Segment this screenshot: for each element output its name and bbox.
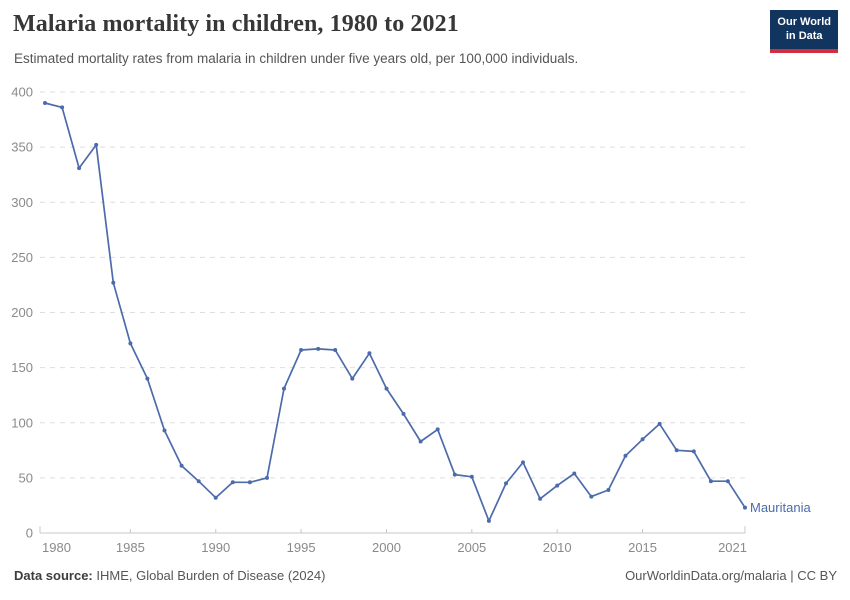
data-point[interactable] — [657, 421, 662, 426]
y-tick-label: 150 — [11, 360, 33, 375]
data-point[interactable] — [418, 439, 423, 444]
data-point[interactable] — [384, 386, 389, 391]
y-tick-label: 0 — [26, 526, 33, 541]
data-point[interactable] — [145, 376, 150, 381]
data-point[interactable] — [555, 483, 560, 488]
data-point[interactable] — [60, 105, 65, 110]
page-subtitle: Estimated mortality rates from malaria i… — [14, 51, 579, 66]
series-mauritania[interactable] — [43, 101, 747, 523]
x-tick-label: 2015 — [628, 540, 657, 555]
data-point[interactable] — [691, 449, 696, 454]
y-grid: 0 50 100 150 200 250 300 350 400 — [11, 85, 745, 541]
data-point[interactable] — [401, 411, 406, 416]
data-point[interactable] — [589, 494, 594, 499]
data-source-note: Data source: IHME, Global Burden of Dise… — [14, 568, 325, 583]
data-point[interactable] — [708, 479, 713, 484]
owid-logo-line1: Our World — [777, 16, 831, 28]
data-point[interactable] — [538, 496, 543, 501]
attribution-link[interactable]: OurWorldinData.org/malaria | CC BY — [625, 568, 837, 583]
data-point[interactable] — [282, 386, 286, 391]
data-point[interactable] — [606, 488, 611, 492]
data-point[interactable] — [367, 351, 372, 356]
data-point[interactable] — [725, 479, 730, 484]
y-tick-label: 350 — [11, 140, 33, 155]
data-point[interactable] — [179, 463, 184, 468]
data-point[interactable] — [43, 101, 47, 105]
data-point[interactable] — [196, 479, 201, 484]
y-tick-label: 300 — [11, 195, 33, 210]
data-point[interactable] — [247, 480, 252, 485]
y-tick-label: 250 — [11, 250, 33, 265]
data-point[interactable] — [350, 376, 355, 381]
data-point[interactable] — [316, 346, 321, 351]
data-point[interactable] — [504, 481, 508, 486]
owid-logo: Our World in Data — [770, 10, 838, 53]
data-point[interactable] — [333, 348, 338, 352]
x-tick-label: 1980 — [42, 540, 71, 555]
data-point[interactable] — [469, 474, 474, 479]
series-label-mauritania[interactable]: Mauritania — [750, 499, 811, 515]
data-point[interactable] — [77, 166, 82, 171]
data-point[interactable] — [452, 472, 457, 477]
data-source-label: Data source: — [14, 568, 93, 583]
data-point[interactable] — [521, 460, 525, 465]
x-tick-label: 2000 — [372, 540, 401, 555]
x-tick-label: 2010 — [543, 540, 572, 555]
y-tick-label: 50 — [19, 470, 33, 485]
y-tick-label: 200 — [11, 305, 33, 320]
y-tick-label: 100 — [11, 415, 33, 430]
data-source-text: IHME, Global Burden of Disease (2024) — [92, 568, 326, 583]
data-point[interactable] — [435, 427, 440, 432]
data-point[interactable] — [128, 341, 133, 346]
data-point[interactable] — [299, 348, 304, 352]
x-tick-label: 1985 — [116, 540, 145, 555]
data-point[interactable] — [213, 495, 218, 500]
data-point[interactable] — [94, 142, 99, 147]
data-point[interactable] — [486, 518, 491, 523]
data-point[interactable] — [572, 471, 577, 476]
owid-logo-line2: in Data — [785, 29, 823, 42]
x-tick-label: 1990 — [201, 540, 230, 555]
data-point[interactable] — [162, 428, 167, 433]
page-title: Malaria mortality in children, 1980 to 2… — [13, 11, 459, 37]
data-point[interactable] — [265, 475, 269, 480]
x-tick-label: 2021 — [718, 540, 747, 555]
data-point[interactable] — [743, 505, 747, 510]
data-point[interactable] — [640, 437, 645, 442]
x-tick-label: 2005 — [457, 540, 486, 555]
data-point[interactable] — [230, 480, 235, 485]
data-point[interactable] — [674, 448, 679, 453]
y-tick-label: 400 — [11, 85, 33, 100]
data-point[interactable] — [623, 453, 628, 458]
x-axis: 1980 1985 1990 1995 2000 2005 2010 2015 2021 — [39, 526, 747, 555]
x-tick-label: 1995 — [287, 540, 316, 555]
data-point[interactable] — [111, 280, 116, 285]
